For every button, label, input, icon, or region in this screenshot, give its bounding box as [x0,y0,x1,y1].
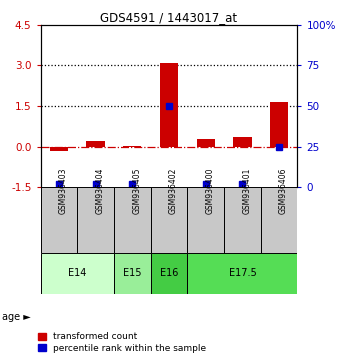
Text: GSM936405: GSM936405 [132,167,141,214]
Legend: transformed count, percentile rank within the sample: transformed count, percentile rank withi… [38,332,206,353]
Bar [41,253,114,294]
Bar [123,146,142,147]
Bar [87,141,105,147]
Bar [50,147,68,151]
Text: GSM936404: GSM936404 [96,167,104,214]
Text: GSM936401: GSM936401 [242,167,251,214]
Bar [270,102,288,147]
Text: GSM936403: GSM936403 [59,167,68,214]
Bar [233,137,251,147]
Bar [114,188,151,253]
Bar [77,188,114,253]
Bar [41,188,77,253]
Text: E16: E16 [160,268,178,279]
Bar [196,139,215,147]
Bar [114,253,151,294]
Bar [151,188,187,253]
Bar [151,253,187,294]
Text: E17.5: E17.5 [228,268,256,279]
Text: age ►: age ► [2,312,30,322]
Bar [187,253,297,294]
Text: GSM936406: GSM936406 [279,167,288,214]
Bar [160,63,178,147]
Text: GSM936402: GSM936402 [169,167,178,214]
Text: E14: E14 [68,268,87,279]
Text: GSM936400: GSM936400 [206,167,215,214]
Bar [187,188,224,253]
Title: GDS4591 / 1443017_at: GDS4591 / 1443017_at [100,11,238,24]
Bar [224,188,261,253]
Bar [261,188,297,253]
Text: E15: E15 [123,268,142,279]
